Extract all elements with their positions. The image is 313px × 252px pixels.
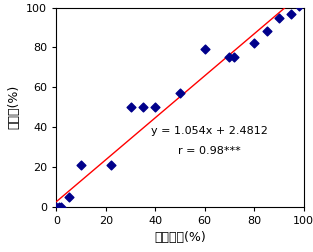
Point [296, 4, 301, 8]
Point [289, 12, 294, 16]
Point [177, 91, 182, 95]
Point [140, 105, 145, 109]
X-axis label: 花粉窔性(%): 花粉窔性(%) [154, 231, 206, 244]
Point [59, 205, 64, 209]
Point [227, 55, 232, 59]
Text: r = 0.98***: r = 0.98*** [178, 146, 241, 156]
Point [108, 163, 113, 167]
Point [153, 105, 158, 109]
Point [128, 105, 133, 109]
Point [202, 47, 207, 51]
Point [276, 16, 281, 20]
Y-axis label: 着莢率(%): 着莢率(%) [8, 85, 21, 129]
Point [232, 55, 237, 59]
Point [79, 163, 84, 167]
Point [252, 41, 257, 45]
Point [264, 29, 269, 34]
Text: y = 1.054x + 2.4812: y = 1.054x + 2.4812 [151, 126, 268, 136]
Point [54, 205, 59, 209]
Point [56, 205, 61, 209]
Point [66, 195, 71, 199]
